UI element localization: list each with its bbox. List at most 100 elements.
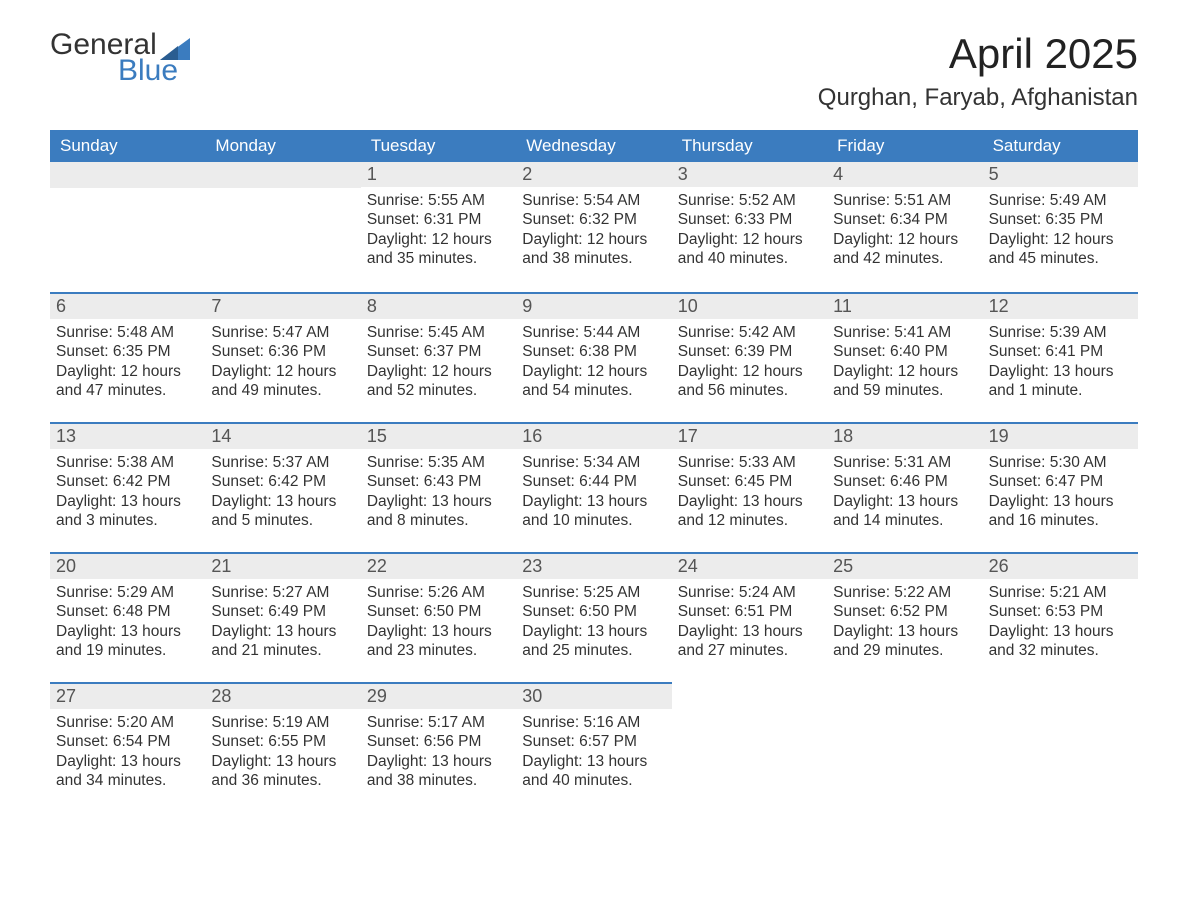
calendar-cell: 29Sunrise: 5:17 AMSunset: 6:56 PMDayligh…: [361, 682, 516, 812]
sunrise-text: Sunrise: 5:25 AM: [522, 583, 665, 602]
day-body: Sunrise: 5:47 AMSunset: 6:36 PMDaylight:…: [205, 319, 360, 419]
daylight-text: Daylight: 13 hours and 8 minutes.: [367, 492, 510, 531]
sunrise-text: Sunrise: 5:44 AM: [522, 323, 665, 342]
day-number: 3: [672, 162, 827, 187]
day-number: [50, 162, 205, 188]
calendar-cell: 25Sunrise: 5:22 AMSunset: 6:52 PMDayligh…: [827, 552, 982, 682]
day-number: 25: [827, 552, 982, 579]
day-number: 20: [50, 552, 205, 579]
day-body: Sunrise: 5:42 AMSunset: 6:39 PMDaylight:…: [672, 319, 827, 419]
calendar-cell: 12Sunrise: 5:39 AMSunset: 6:41 PMDayligh…: [983, 292, 1138, 422]
calendar-cell: 18Sunrise: 5:31 AMSunset: 6:46 PMDayligh…: [827, 422, 982, 552]
daylight-text: Daylight: 12 hours and 49 minutes.: [211, 362, 354, 401]
day-body: [672, 708, 827, 730]
calendar-cell: 21Sunrise: 5:27 AMSunset: 6:49 PMDayligh…: [205, 552, 360, 682]
day-body: Sunrise: 5:22 AMSunset: 6:52 PMDaylight:…: [827, 579, 982, 679]
sunset-text: Sunset: 6:55 PM: [211, 732, 354, 751]
sunset-text: Sunset: 6:42 PM: [56, 472, 199, 491]
calendar-cell: 10Sunrise: 5:42 AMSunset: 6:39 PMDayligh…: [672, 292, 827, 422]
sunset-text: Sunset: 6:49 PM: [211, 602, 354, 621]
calendar-cell: 26 Sunrise: 5:21 AMSunset: 6:53 PMDayligh…: [983, 552, 1138, 682]
calendar-cell: 3Sunrise: 5:52 AMSunset: 6:33 PMDaylight…: [672, 162, 827, 292]
day-number: 21: [205, 552, 360, 579]
day-body: Sunrise: 5:48 AMSunset: 6:35 PMDaylight:…: [50, 319, 205, 419]
calendar-cell: 23Sunrise: 5:25 AMSunset: 6:50 PMDayligh…: [516, 552, 671, 682]
page-subtitle: Qurghan, Faryab, Afghanistan: [818, 84, 1138, 112]
daylight-text: Daylight: 12 hours and 52 minutes.: [367, 362, 510, 401]
day-number: 27: [50, 682, 205, 709]
calendar-cell: 6Sunrise: 5:48 AMSunset: 6:35 PMDaylight…: [50, 292, 205, 422]
sunset-text: Sunset: 6:47 PM: [989, 472, 1132, 491]
sunset-text: Sunset: 6:53 PM: [989, 602, 1132, 621]
day-number: 2: [516, 162, 671, 187]
sunset-text: Sunset: 6:56 PM: [367, 732, 510, 751]
sunrise-text: Sunrise: 5:21 AM: [989, 583, 1132, 602]
day-body: Sunrise: 5:19 AMSunset: 6:55 PMDaylight:…: [205, 709, 360, 809]
calendar-cell: 30Sunrise: 5:16 AMSunset: 6:57 PMDayligh…: [516, 682, 671, 812]
day-number: 24: [672, 552, 827, 579]
weekday-header: Sunday: [50, 130, 205, 162]
daylight-text: Daylight: 13 hours and 38 minutes.: [367, 752, 510, 791]
day-body: Sunrise: 5:25 AMSunset: 6:50 PMDaylight:…: [516, 579, 671, 679]
daylight-text: Daylight: 13 hours and 5 minutes.: [211, 492, 354, 531]
sunrise-text: Sunrise: 5:39 AM: [989, 323, 1132, 342]
sunrise-text: Sunrise: 5:42 AM: [678, 323, 821, 342]
sunset-text: Sunset: 6:46 PM: [833, 472, 976, 491]
day-body: Sunrise: 5:45 AMSunset: 6:37 PMDaylight:…: [361, 319, 516, 419]
sunset-text: Sunset: 6:36 PM: [211, 342, 354, 361]
day-number: 26: [983, 552, 1138, 579]
sunset-text: Sunset: 6:45 PM: [678, 472, 821, 491]
day-body: Sunrise: 5:49 AMSunset: 6:35 PMDaylight:…: [983, 187, 1138, 287]
daylight-text: Daylight: 13 hours and 32 minutes.: [989, 622, 1132, 661]
sunrise-text: Sunrise: 5:38 AM: [56, 453, 199, 472]
sunrise-text: Sunrise: 5:52 AM: [678, 191, 821, 210]
day-number: 10: [672, 292, 827, 319]
day-body: Sunrise: 5:16 AMSunset: 6:57 PMDaylight:…: [516, 709, 671, 809]
sunrise-text: Sunrise: 5:27 AM: [211, 583, 354, 602]
sunrise-text: Sunrise: 5:29 AM: [56, 583, 199, 602]
sunset-text: Sunset: 6:41 PM: [989, 342, 1132, 361]
sunrise-text: Sunrise: 5:41 AM: [833, 323, 976, 342]
day-number: 28: [205, 682, 360, 709]
day-body: Sunrise: 5:24 AMSunset: 6:51 PMDaylight:…: [672, 579, 827, 679]
sunset-text: Sunset: 6:32 PM: [522, 210, 665, 229]
calendar-cell: [205, 162, 360, 292]
sunrise-text: Sunrise: 5:49 AM: [989, 191, 1132, 210]
sunrise-text: Sunrise: 5:20 AM: [56, 713, 199, 732]
title-block: April 2025 Qurghan, Faryab, Afghanistan: [818, 30, 1138, 112]
day-number: 14: [205, 422, 360, 449]
sunset-text: Sunset: 6:42 PM: [211, 472, 354, 491]
sunset-text: Sunset: 6:37 PM: [367, 342, 510, 361]
page-header: General Blue April 2025 Qurghan, Faryab,…: [50, 30, 1138, 112]
daylight-text: Daylight: 12 hours and 45 minutes.: [989, 230, 1132, 269]
daylight-text: Daylight: 13 hours and 34 minutes.: [56, 752, 199, 791]
day-body: Sunrise: 5:44 AMSunset: 6:38 PMDaylight:…: [516, 319, 671, 419]
day-body: Sunrise: 5:17 AMSunset: 6:56 PMDaylight:…: [361, 709, 516, 809]
calendar-cell: 15Sunrise: 5:35 AMSunset: 6:43 PMDayligh…: [361, 422, 516, 552]
day-number: 30: [516, 682, 671, 709]
calendar-cell: 4Sunrise: 5:51 AMSunset: 6:34 PMDaylight…: [827, 162, 982, 292]
day-body: [50, 188, 205, 210]
sunset-text: Sunset: 6:35 PM: [989, 210, 1132, 229]
logo-word-2: Blue: [118, 54, 178, 87]
sunrise-text: Sunrise: 5:48 AM: [56, 323, 199, 342]
calendar-cell: [672, 682, 827, 812]
day-number: 7: [205, 292, 360, 319]
daylight-text: Daylight: 13 hours and 1 minute.: [989, 362, 1132, 401]
daylight-text: Daylight: 12 hours and 42 minutes.: [833, 230, 976, 269]
sunrise-text: Sunrise: 5:37 AM: [211, 453, 354, 472]
day-body: Sunrise: 5:52 AMSunset: 6:33 PMDaylight:…: [672, 187, 827, 287]
day-body: Sunrise: 5:54 AMSunset: 6:32 PMDaylight:…: [516, 187, 671, 287]
calendar-cell: 2Sunrise: 5:54 AMSunset: 6:32 PMDaylight…: [516, 162, 671, 292]
daylight-text: Daylight: 13 hours and 3 minutes.: [56, 492, 199, 531]
day-number: 6: [50, 292, 205, 319]
day-body: Sunrise: 5:29 AMSunset: 6:48 PMDaylight:…: [50, 579, 205, 679]
sunrise-text: Sunrise: 5:34 AM: [522, 453, 665, 472]
calendar-cell: 28Sunrise: 5:19 AMSunset: 6:55 PMDayligh…: [205, 682, 360, 812]
sunrise-text: Sunrise: 5:33 AM: [678, 453, 821, 472]
day-number: 9: [516, 292, 671, 319]
sunrise-text: Sunrise: 5:24 AM: [678, 583, 821, 602]
daylight-text: Daylight: 13 hours and 16 minutes.: [989, 492, 1132, 531]
sunrise-text: Sunrise: 5:47 AM: [211, 323, 354, 342]
day-body: Sunrise: 5:38 AMSunset: 6:42 PMDaylight:…: [50, 449, 205, 549]
